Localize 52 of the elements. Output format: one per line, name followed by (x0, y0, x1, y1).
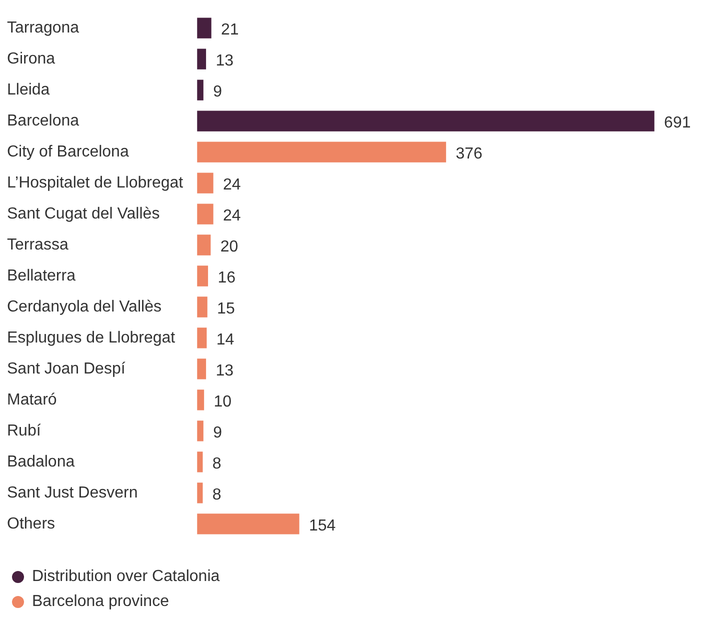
y-tick-label: Others (7, 515, 56, 532)
data-label: 24 (222, 176, 241, 194)
y-tick-label: Esplugues de Llobregat (7, 329, 176, 346)
y-tick-label: Bellaterra (7, 267, 76, 284)
data-label: 16 (218, 269, 236, 286)
data-label: 20 (220, 238, 238, 256)
data-label: 14 (216, 331, 234, 348)
data-label: 13 (216, 362, 234, 380)
data-label: 13 (216, 52, 234, 70)
y-tick-label: Barcelona (7, 112, 80, 130)
bar (197, 452, 203, 472)
data-label: 8 (212, 455, 222, 472)
y-tick-label: Tarragona (7, 20, 80, 36)
bar (197, 172, 214, 194)
y-tick-label: Sant Joan Despí (7, 360, 126, 378)
bar (197, 390, 204, 410)
bar (197, 142, 446, 162)
data-label: 9 (213, 424, 222, 442)
bar (197, 80, 204, 100)
data-label: 9 (213, 83, 222, 100)
data-label: 691 (664, 114, 691, 132)
bar (197, 358, 206, 380)
y-tick-label: Girona (7, 50, 56, 68)
bar (197, 514, 300, 534)
bar (197, 266, 208, 286)
bar (197, 48, 206, 70)
y-tick-label: Terrassa (7, 236, 68, 254)
bar (197, 328, 207, 348)
data-label: 376 (456, 145, 483, 162)
data-label: 154 (308, 517, 336, 534)
data-label: 10 (214, 393, 232, 410)
data-label: 8 (212, 486, 222, 504)
y-tick-label: Mataró (7, 391, 57, 408)
y-tick-label: Badalona (7, 453, 75, 470)
bar (197, 18, 212, 38)
data-label: 24 (222, 207, 241, 224)
bar (197, 204, 214, 224)
y-tick-label: Rubí (7, 422, 42, 440)
y-tick-label: Lleida (7, 81, 50, 98)
y-tick-label: Sant Just Desvern (7, 484, 138, 502)
y-tick-label: Cerdanyola del Vallès (7, 298, 162, 316)
data-label: 21 (221, 22, 239, 38)
bar (197, 296, 208, 318)
legend-label: Distribution over Catalonia (32, 568, 220, 586)
y-tick-label: Sant Cugat del Vallès (7, 205, 160, 222)
legend-label: Barcelona province (32, 592, 169, 610)
bar (197, 110, 654, 132)
bar (197, 420, 204, 442)
y-tick-label: City of Barcelona (7, 143, 129, 160)
bar (197, 234, 211, 256)
data-label: 15 (217, 300, 235, 318)
y-tick-label: L’Hospitalet de Llobregat (7, 174, 184, 192)
